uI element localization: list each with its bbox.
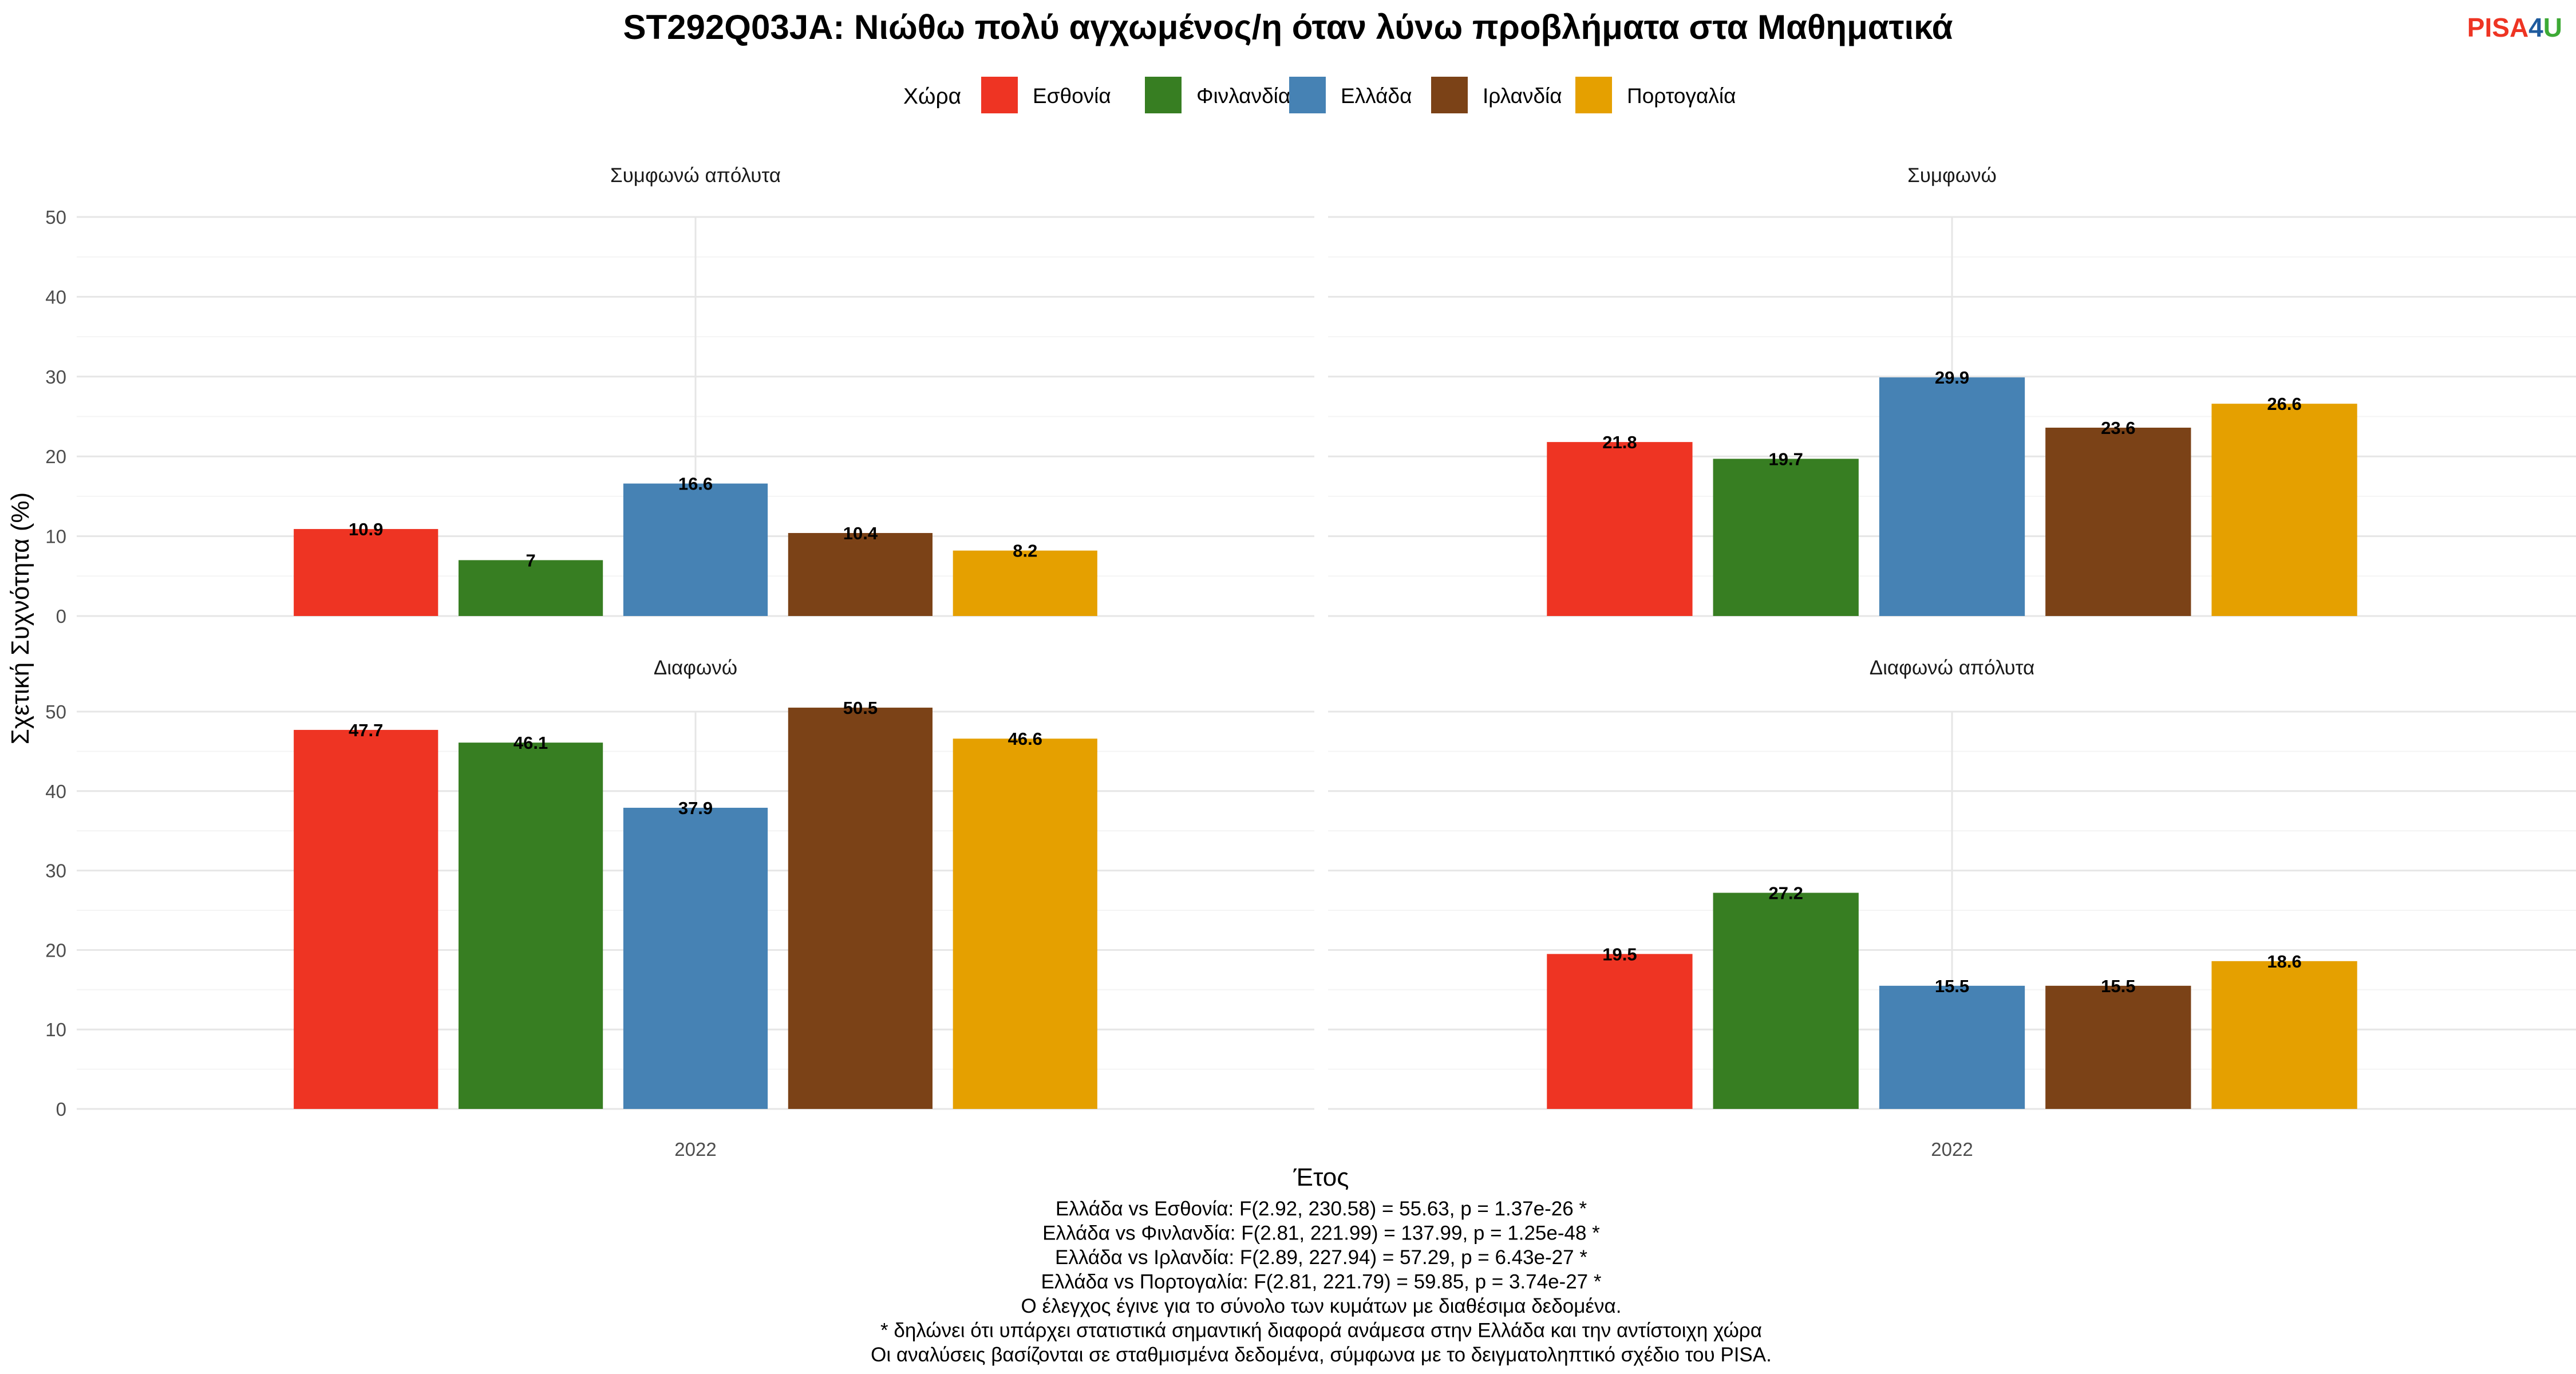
legend: Χώρα Εσθονία Φινλανδία Ελλάδα Ιρλανδία Πορτο… bbox=[903, 77, 1736, 113]
y-tick-label: 0 bbox=[56, 606, 66, 627]
bar-value-label: 15.5 bbox=[2101, 976, 2135, 996]
bar-value-label: 21.8 bbox=[1602, 432, 1637, 452]
footnote-line: Ο έλεγχος έγινε για το σύνολο των κυμάτω… bbox=[1021, 1295, 1622, 1317]
bar-5 bbox=[2211, 961, 2357, 1109]
bar-4 bbox=[788, 708, 933, 1109]
legend-label-5: Πορτογαλία bbox=[1627, 84, 1736, 108]
bar-value-label: 10.9 bbox=[349, 519, 383, 539]
y-tick-label: 40 bbox=[45, 286, 66, 307]
facet-panels: Συμφωνώ απόλυτα 0 10 20 30 40 50 10.9 7 16.6 10.4 8… bbox=[45, 164, 2576, 1160]
footnote-line: Ελλάδα vs Πορτογαλία: F(2.81, 221.79) = … bbox=[1041, 1271, 1602, 1293]
y-tick-label: 50 bbox=[45, 207, 66, 228]
y-tick-label: 20 bbox=[45, 939, 66, 961]
bar-value-label: 29.9 bbox=[1935, 368, 1969, 388]
footnotes: Ελλάδα vs Εσθονία: F(2.92, 230.58) = 55.… bbox=[871, 1198, 1772, 1366]
facet-panel-3: Διαφωνώ 0 10 20 30 40 50 47.7 46.1 37.9 50.5 46.6 20… bbox=[45, 657, 1314, 1160]
bar-1 bbox=[1547, 954, 1693, 1109]
footnote-line: Ελλάδα vs Εσθονία: F(2.92, 230.58) = 55.… bbox=[1056, 1198, 1587, 1220]
y-tick-label: 10 bbox=[45, 526, 66, 547]
bar-1 bbox=[294, 529, 438, 616]
facet-panel-2: Συμφωνώ 21.8 19.7 29.9 23.6 26.6 bbox=[1328, 164, 2576, 617]
bar-1 bbox=[294, 729, 438, 1109]
bar-2 bbox=[1713, 459, 1859, 616]
facet-label: Διαφωνώ απόλυτα bbox=[1870, 657, 2035, 679]
y-tick-label: 30 bbox=[45, 366, 66, 388]
logo-text-4: 4 bbox=[2528, 13, 2543, 42]
legend-label-1: Εσθονία bbox=[1033, 84, 1111, 108]
bar-4 bbox=[2045, 985, 2191, 1109]
legend-key-2 bbox=[1145, 77, 1182, 113]
footnote-line: Ελλάδα vs Ιρλανδία: F(2.89, 227.94) = 57… bbox=[1055, 1246, 1587, 1269]
facet-label: Διαφωνώ bbox=[654, 657, 737, 679]
bar-3 bbox=[1879, 377, 2025, 616]
y-tick-label: 10 bbox=[45, 1019, 66, 1040]
bar-value-label: 7 bbox=[526, 550, 535, 570]
svg-text:PISA4U: PISA4U bbox=[2467, 13, 2562, 42]
chart-title: ST292Q03JA: Νιώθω πολύ αγχωμένος/η όταν … bbox=[623, 8, 1953, 46]
facet-label: Συμφωνώ απόλυτα bbox=[610, 164, 781, 187]
bar-value-label: 47.7 bbox=[349, 720, 383, 740]
bar-value-label: 8.2 bbox=[1013, 541, 1037, 561]
logo-text-u: U bbox=[2543, 13, 2562, 42]
logo-text-pisa: PISA bbox=[2467, 13, 2528, 42]
logo: PISA4U bbox=[2467, 13, 2562, 42]
legend-key-5 bbox=[1575, 77, 1612, 113]
footnote-line: Ελλάδα vs Φινλανδία: F(2.81, 221.99) = 1… bbox=[1042, 1222, 1600, 1245]
bar-value-label: 46.1 bbox=[513, 733, 548, 753]
bar-value-label: 15.5 bbox=[1935, 976, 1969, 996]
y-tick-label: 40 bbox=[45, 781, 66, 802]
bar-value-label: 19.5 bbox=[1602, 944, 1637, 964]
footnote-line: * δηλώνει ότι υπάρχει στατιστικά σημαντι… bbox=[880, 1320, 1762, 1342]
bar-value-label: 46.6 bbox=[1008, 729, 1042, 749]
bar-4 bbox=[2045, 428, 2191, 616]
bar-value-label: 23.6 bbox=[2101, 418, 2135, 438]
y-tick-label: 0 bbox=[56, 1099, 66, 1120]
y-tick-label: 50 bbox=[45, 701, 66, 722]
facet-panel-4: Διαφωνώ απόλυτα 19.5 27.2 15.5 15.5 18.6 2022 bbox=[1328, 657, 2576, 1160]
legend-title: Χώρα bbox=[903, 84, 961, 109]
bar-3 bbox=[1879, 985, 2025, 1109]
x-axis-title: Έτος bbox=[1293, 1163, 1349, 1191]
legend-key-3 bbox=[1289, 77, 1326, 113]
legend-key-1 bbox=[981, 77, 1018, 113]
bar-3 bbox=[623, 483, 768, 616]
bar-3 bbox=[623, 807, 768, 1109]
bar-5 bbox=[2211, 404, 2357, 616]
y-tick-label: 30 bbox=[45, 860, 66, 882]
legend-label-3: Ελλάδα bbox=[1341, 84, 1412, 108]
bar-5 bbox=[953, 739, 1097, 1109]
bar-4 bbox=[788, 533, 933, 616]
facet-panel-1: Συμφωνώ απόλυτα 0 10 20 30 40 50 10.9 7 16.6 10.4 8… bbox=[45, 164, 1314, 627]
footnote-line: Οι αναλύσεις βασίζονται σε σταθμισμένα δ… bbox=[871, 1344, 1772, 1366]
bar-2 bbox=[459, 560, 603, 616]
bar-value-label: 18.6 bbox=[2267, 951, 2301, 972]
bar-value-label: 10.4 bbox=[843, 523, 878, 543]
bar-2 bbox=[1713, 893, 1859, 1109]
x-tick-label: 2022 bbox=[674, 1139, 716, 1160]
legend-label-2: Φινλανδία bbox=[1196, 84, 1290, 108]
bar-2 bbox=[459, 743, 603, 1109]
bar-5 bbox=[953, 550, 1097, 616]
facet-label: Συμφωνώ bbox=[1907, 164, 1997, 187]
legend-key-4 bbox=[1431, 77, 1468, 113]
y-tick-label: 20 bbox=[45, 446, 66, 467]
bar-value-label: 16.6 bbox=[678, 474, 713, 494]
bar-value-label: 37.9 bbox=[678, 798, 713, 818]
x-tick-label: 2022 bbox=[1931, 1139, 1973, 1160]
bar-1 bbox=[1547, 442, 1693, 616]
bar-value-label: 26.6 bbox=[2267, 394, 2301, 414]
bar-value-label: 19.7 bbox=[1769, 449, 1803, 469]
legend-label-4: Ιρλανδία bbox=[1483, 84, 1562, 108]
bar-value-label: 50.5 bbox=[843, 698, 878, 718]
bar-value-label: 27.2 bbox=[1769, 883, 1803, 903]
y-axis-title: Σχετική Συχνότητα (%) bbox=[6, 492, 34, 745]
